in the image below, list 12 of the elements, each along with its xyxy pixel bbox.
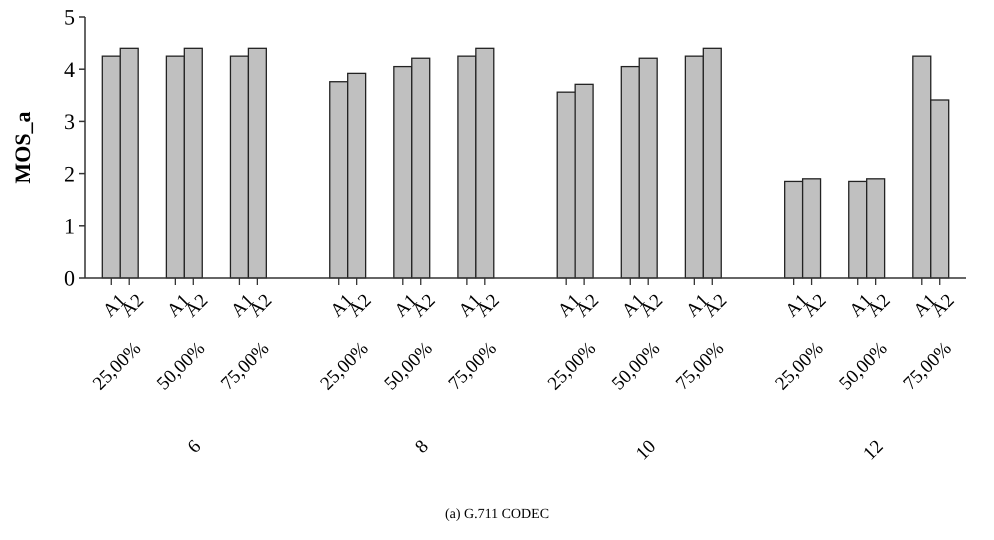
text: 6: [184, 436, 206, 458]
y-axis-title: MOS_a: [10, 111, 35, 184]
text: 10: [632, 436, 660, 464]
text: (a) G.711 CODEC: [444, 507, 550, 522]
y-tick-label: 1: [64, 214, 75, 238]
y-tick-label: 3: [64, 109, 75, 134]
y-tick-label: 5: [64, 4, 75, 30]
y-tick-label: 0: [64, 266, 75, 291]
text: 8: [411, 436, 433, 458]
text: 12: [859, 436, 888, 464]
y-tick-label: 4: [64, 56, 75, 82]
y-tick-label: 2: [64, 161, 75, 186]
